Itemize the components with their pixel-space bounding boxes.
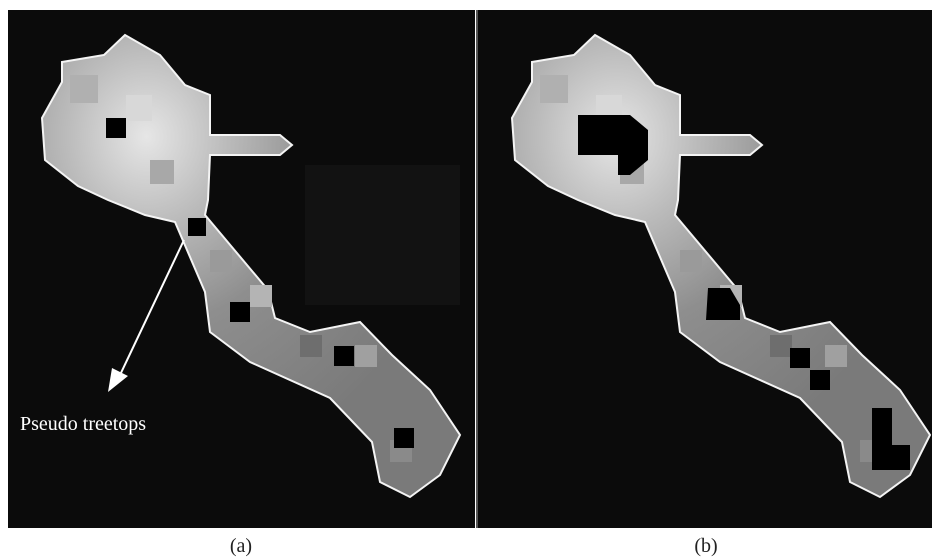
caption: (a) <box>230 535 252 557</box>
page: Pseudo treetops (a) (b) (() => { const d… <box>0 0 934 559</box>
figure: Pseudo treetops (a) (b) <box>0 0 934 559</box>
annotation: Pseudo treetops <box>20 413 146 435</box>
treetop-hole <box>810 370 830 390</box>
treetop-hole <box>106 118 126 138</box>
shadow-region <box>305 165 460 305</box>
caption: (b) <box>694 535 717 557</box>
treetop-hole <box>188 218 206 236</box>
treetop-hole <box>334 346 354 366</box>
treetop-hole <box>230 302 250 322</box>
treetop-hole <box>790 348 810 368</box>
treetop-hole <box>394 428 414 448</box>
